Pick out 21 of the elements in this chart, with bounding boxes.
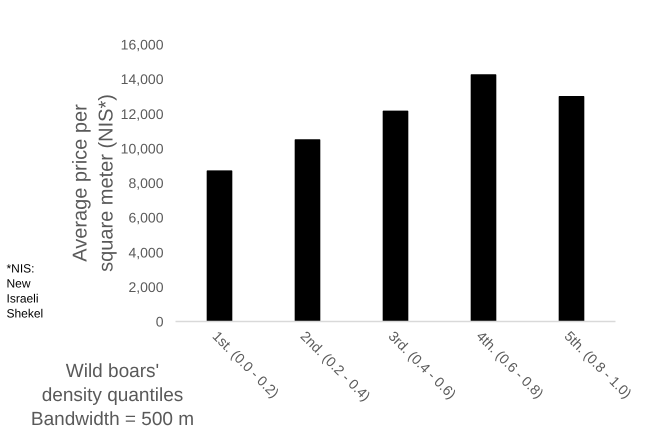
x-axis-title: Wild boars' density quantiles Bandwidth = 500 m <box>30 361 194 430</box>
y-tick-label: 16,000 <box>120 36 164 52</box>
y-tick-label: 2,000 <box>128 278 164 295</box>
bar <box>470 74 496 322</box>
x-tick-label: 1st. (0.0 - 0.2) <box>209 328 282 401</box>
y-tick-label: 0 <box>156 314 164 330</box>
x-tick-label: 4th. (0.6 - 0.8) <box>473 328 547 402</box>
bar <box>382 110 408 322</box>
x-tick-label: 5th. (0.8 - 1.0) <box>561 328 635 402</box>
y-axis-title: Average price per square meter (NIS*) <box>70 94 118 272</box>
y-tick-label: 12,000 <box>120 106 164 122</box>
y-tick-label: 14,000 <box>120 71 164 88</box>
x-tick-label: 3rd. (0.4 - 0.6) <box>385 328 460 402</box>
bar <box>558 96 584 322</box>
y-tick-label: 6,000 <box>128 210 164 226</box>
text: *NIS: New Israeli Shekel <box>6 262 44 320</box>
bar <box>294 139 320 322</box>
y-tick-label: 4,000 <box>128 244 164 260</box>
y-tick-label: 8,000 <box>128 175 164 191</box>
y-tick-label: 10,000 <box>120 140 164 156</box>
bar <box>206 170 232 322</box>
